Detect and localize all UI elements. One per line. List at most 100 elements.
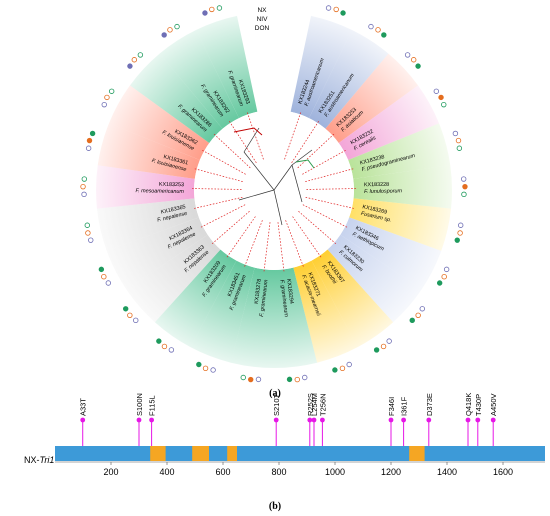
nx-toxin-icon <box>452 130 459 137</box>
don-toxin-icon <box>137 52 144 58</box>
nx-toxin-icon <box>368 23 374 30</box>
sector-accession: KX183253 <box>159 182 184 188</box>
tree-sector <box>230 267 274 368</box>
sector-accession: KX183365 <box>160 205 186 217</box>
nx-toxin-icon <box>460 176 467 182</box>
don-toxin-icon <box>89 130 96 137</box>
nx-toxin-icon <box>105 280 112 286</box>
tree-sector <box>154 249 237 348</box>
tree-sector <box>106 217 208 290</box>
tree-branch <box>302 204 348 228</box>
niv-toxin-icon <box>415 312 421 319</box>
tree-sector <box>327 234 422 323</box>
mutation-label: I361F <box>400 396 409 416</box>
tree-branch <box>285 219 304 267</box>
tree-branch <box>301 149 346 175</box>
tree-branch <box>246 112 264 160</box>
mutation-label: F115L <box>148 395 157 416</box>
tree-sector <box>195 15 258 119</box>
mutation-label: F346I <box>387 397 396 416</box>
tree-branch <box>292 216 322 258</box>
mutation-label: T430P <box>474 394 483 416</box>
tree-branch <box>213 133 251 169</box>
mutation-marker <box>311 417 317 423</box>
mutation-marker <box>80 417 86 423</box>
mutation-marker <box>426 417 432 423</box>
mutation-marker <box>465 417 471 423</box>
niv-toxin-icon <box>86 137 93 144</box>
sector-label: KX183294F. graminearum <box>278 279 295 318</box>
gene-name: NX-Tri1 <box>24 455 54 465</box>
panel-label-b: (b) <box>269 501 281 512</box>
nx-toxin-icon <box>433 88 440 94</box>
legend-don: DON <box>255 25 270 32</box>
niv-toxin-icon <box>101 274 107 280</box>
mutation-marker <box>136 417 142 423</box>
tree-branch <box>297 133 335 169</box>
gene-domain <box>409 446 425 461</box>
tree-branch <box>277 221 285 272</box>
don-toxin-icon <box>373 347 380 353</box>
gene-name-italic: Tri1 <box>40 455 55 465</box>
tree-sector <box>159 30 239 129</box>
nx-toxin-icon <box>255 376 262 383</box>
tree-branch <box>305 196 354 209</box>
mutation-label: A33T <box>79 398 88 416</box>
mutation-marker <box>149 417 155 423</box>
legend-nx: NX <box>257 7 267 14</box>
tree-sector <box>274 267 318 368</box>
tree-branch <box>291 121 319 164</box>
panel-label-a: (a) <box>269 388 281 399</box>
don-toxin-icon <box>81 176 88 182</box>
legend-niv: NIV <box>257 16 269 23</box>
niv-toxin-icon <box>380 343 387 350</box>
tree-branch <box>284 112 302 160</box>
axis-tick-label: 600 <box>215 467 230 477</box>
gene-domain <box>150 446 166 461</box>
tree-sector <box>129 53 223 143</box>
don-toxin-icon <box>122 306 129 312</box>
don-toxin-icon <box>454 237 460 243</box>
tree-sector <box>108 85 210 161</box>
sector-label: KX183228F. lunulosporum <box>364 182 403 195</box>
tree-sector <box>293 260 358 363</box>
tree-internal-branch <box>273 164 293 191</box>
don-toxin-icon <box>240 374 246 381</box>
tree-branch <box>194 168 244 183</box>
don-toxin-icon <box>415 63 421 69</box>
niv-toxin-icon <box>202 365 209 372</box>
nx-toxin-icon <box>202 10 208 16</box>
mutation-marker <box>388 417 394 423</box>
toxin-legend: NX NIV DON <box>248 3 275 36</box>
don-toxin-icon <box>456 145 463 151</box>
don-toxin-icon <box>461 191 467 198</box>
sector-accession: KX183294 <box>285 279 294 305</box>
tree-branches <box>192 112 356 272</box>
nx-toxin-icon <box>85 145 92 151</box>
nx-toxin-icon <box>419 306 426 312</box>
nx-toxin-icon <box>210 367 216 373</box>
tree-internal-branch <box>291 149 313 166</box>
mutation-marker <box>401 417 406 423</box>
nx-toxin-icon <box>346 361 352 368</box>
tree-sector <box>96 198 199 251</box>
sector-species: F. lunulosporum <box>364 189 403 196</box>
niv-toxin-icon <box>104 94 110 101</box>
mutation-label: L254M <box>310 393 319 416</box>
tree-sector <box>340 217 442 290</box>
tree-sector <box>126 234 221 323</box>
nx-toxin-icon <box>88 237 94 243</box>
niv-toxin-icon <box>80 183 86 190</box>
don-toxin-icon <box>156 338 162 344</box>
nx-toxin-icon <box>443 266 450 273</box>
toxin-icons <box>80 5 468 383</box>
tree-sector <box>348 123 451 179</box>
sector-accession: KX183278 <box>254 279 263 305</box>
sector-species: F. mesoamericanum <box>135 189 184 196</box>
sector-species: F. graminearum <box>278 279 289 317</box>
tree-clade-highlight <box>295 159 315 169</box>
niv-toxin-icon <box>410 57 417 63</box>
axis-tick-label: 1400 <box>437 467 457 477</box>
niv-toxin-icon <box>455 137 462 144</box>
mutation-marker <box>273 417 279 423</box>
